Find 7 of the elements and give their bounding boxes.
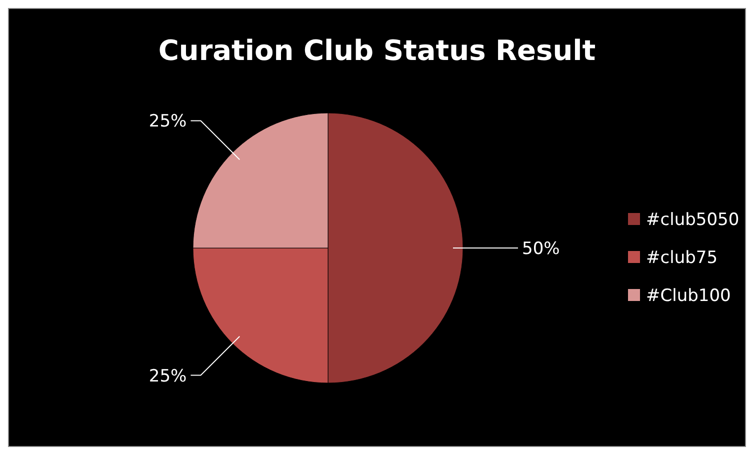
chart-title: Curation Club Status Result [158,34,596,67]
data-label: 50% [522,239,560,259]
data-label: 25% [148,112,187,132]
data-label: 25% [148,366,187,386]
legend-label: #Club100 [646,286,731,306]
legend-label: #club5050 [646,210,740,230]
legend-label: #club75 [646,248,718,268]
